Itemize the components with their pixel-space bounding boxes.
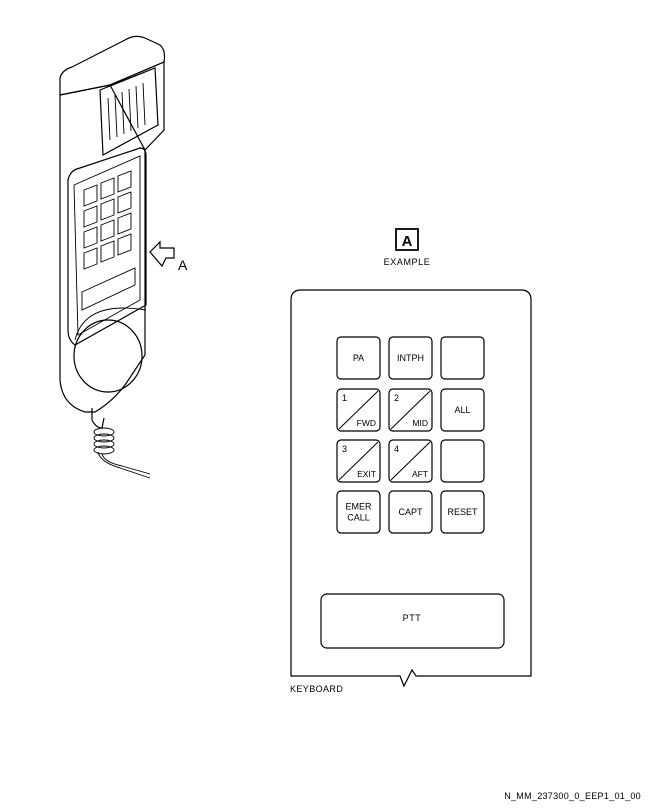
mini-key: [83, 205, 98, 228]
handset-illustration: [59, 35, 166, 479]
key-capt[interactable]: CAPT: [388, 490, 433, 534]
key-divider: [338, 441, 379, 481]
key-blank-2[interactable]: [440, 439, 485, 483]
key-top-label: 4: [394, 444, 399, 454]
key-divider: [390, 390, 431, 430]
key-1-fwd[interactable]: 1 FWD: [336, 388, 381, 432]
key-divider: [390, 441, 431, 481]
key-top-label: 1: [342, 393, 347, 403]
mini-key: [117, 233, 132, 256]
mini-display: [81, 267, 136, 311]
key-3-exit[interactable]: 3 EXIT: [336, 439, 381, 483]
key-pa[interactable]: PA: [336, 336, 381, 380]
mini-key: [83, 247, 98, 270]
mini-key: [100, 177, 115, 200]
mini-key: [117, 212, 132, 235]
view-caption: EXAMPLE: [384, 257, 431, 267]
key-frame[interactable]: [440, 439, 485, 483]
mini-key: [100, 219, 115, 242]
mini-key: [83, 184, 98, 207]
handset-top-face: [59, 35, 166, 96]
key-intph[interactable]: INTPH: [388, 336, 433, 380]
key-frame[interactable]: [388, 336, 433, 380]
key-bottom-label: FWD: [357, 418, 376, 428]
key-label: EMER: [345, 502, 372, 512]
mini-key: [100, 240, 115, 263]
key-frame[interactable]: [440, 388, 485, 432]
keypad-panel: [67, 147, 147, 346]
view-header: A EXAMPLE: [384, 228, 431, 267]
key-bottom-label: EXIT: [357, 469, 376, 479]
view-badge-box: [395, 228, 419, 251]
key-2-mid[interactable]: 2 MID: [388, 388, 433, 432]
key-label: CALL: [347, 513, 370, 523]
keyboard-outline: [290, 289, 532, 688]
ptt-button-frame[interactable]: [320, 593, 505, 649]
handset-body-front: [59, 84, 146, 413]
key-frame[interactable]: [440, 336, 485, 380]
key-label: PA: [353, 353, 364, 363]
view-badge: A: [402, 233, 413, 250]
key-label: ALL: [454, 405, 470, 415]
key-4-aft[interactable]: 4 AFT: [388, 439, 433, 483]
key-frame[interactable]: [440, 490, 485, 534]
key-label: CAPT: [398, 507, 423, 517]
key-label: RESET: [447, 507, 478, 517]
key-bottom-label: MID: [412, 418, 428, 428]
handset-cord: [91, 408, 151, 479]
mini-keypad: [83, 170, 132, 270]
speaker-grille: [107, 82, 146, 141]
mini-key: [83, 226, 98, 249]
mini-key: [117, 170, 132, 193]
key-reset[interactable]: RESET: [440, 490, 485, 534]
ptt-button[interactable]: PTT: [320, 593, 505, 649]
key-top-label: 3: [342, 444, 347, 454]
mini-key: [100, 198, 115, 221]
view-callout: A: [149, 240, 188, 273]
figure-id: N_MM_237300_0_EEP1_01_00: [504, 791, 641, 801]
ptt-dome: [73, 319, 143, 393]
keyboard-label: KEYBOARD: [290, 684, 343, 694]
key-frame[interactable]: [336, 490, 381, 534]
ptt-label: PTT: [403, 613, 422, 623]
key-all[interactable]: ALL: [440, 388, 485, 432]
key-frame[interactable]: [336, 336, 381, 380]
mini-key: [117, 191, 132, 214]
speaker-housing: [99, 67, 159, 156]
key-top-label: 2: [394, 393, 399, 403]
key-label: INTPH: [397, 353, 424, 363]
key-frame[interactable]: [388, 490, 433, 534]
handset-side-face: [109, 61, 165, 151]
key-divider: [338, 390, 379, 430]
key-bottom-label: AFT: [412, 469, 428, 479]
key-blank-1[interactable]: [440, 336, 485, 380]
callout-label: A: [178, 257, 188, 273]
callout-arrow-icon: [149, 240, 175, 268]
